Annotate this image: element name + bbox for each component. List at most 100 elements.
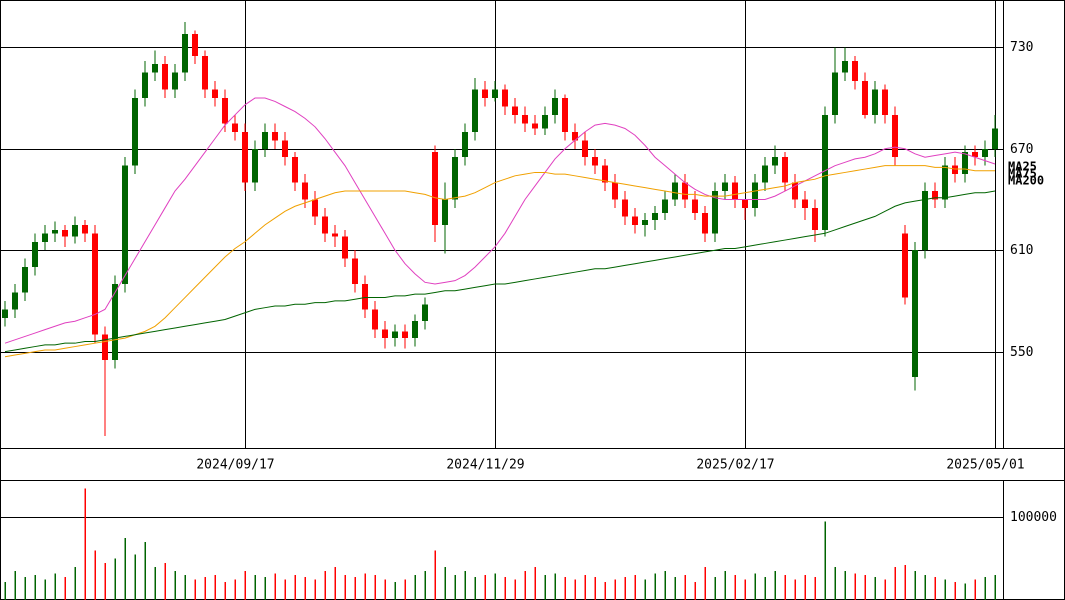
candle-body [222,98,228,124]
volume-bar [294,575,296,600]
volume-bar [484,575,486,600]
candle-body [462,131,468,158]
candle-body [702,213,708,234]
volume-bar [594,576,596,600]
candle-body [872,89,878,115]
candle-body [322,216,328,234]
y-tick-label: 670 [1010,142,1033,157]
candle-body [662,199,668,214]
volume-bar [974,579,976,600]
volume-bar [544,575,546,600]
candle-body [82,224,88,234]
volume-bar [444,566,446,600]
candle-body [492,89,498,99]
volume-bar [264,576,266,600]
volume-bar [984,576,986,600]
volume-bar [564,576,566,600]
volume-bar [804,575,806,600]
candle-body [162,64,168,90]
candle-body [942,165,948,200]
candle-body [402,331,408,339]
volume-bar [164,562,166,600]
volume-bar [524,571,526,600]
volume-bar [994,575,996,600]
volume-bar [754,573,756,600]
volume-bar [624,576,626,600]
volume-bar [324,571,326,600]
candle-body [262,131,268,149]
candle-body [232,123,238,132]
candle-body [532,123,538,129]
candle-body [142,72,148,99]
volume-bar [234,579,236,600]
candle-body [32,241,38,268]
volume-bar [854,573,856,600]
volume-bar [504,576,506,600]
volume-bar [54,573,56,600]
volume-bar [534,566,536,600]
volume-bar [414,575,416,600]
volume-bar [454,575,456,600]
volume-bar [344,575,346,600]
candle-body [412,321,418,339]
volume-bar [644,579,646,600]
candle-body [862,81,868,115]
volume-bar [424,571,426,600]
candle-body [362,284,368,310]
volume-bar [44,579,46,600]
candle-body [202,55,208,90]
candle-body [122,165,128,285]
volume-bar [114,558,116,600]
volume-bar [864,575,866,600]
candle-body [42,233,48,242]
volume-bar [334,566,336,600]
candle-body [512,106,518,115]
volume-bar [94,550,96,600]
volume-bar [744,579,746,600]
volume-bar [274,573,276,600]
candle-body [842,60,848,73]
candle-body [432,152,438,225]
volume-bar [894,566,896,600]
volume-bar [914,571,916,600]
volume-bar [584,575,586,600]
candle-body [582,140,588,158]
candle-body [962,152,968,175]
volume-bar [734,575,736,600]
candle-body [992,128,998,149]
y-tick-label: 100000 [1010,510,1057,525]
candle-body [772,157,778,166]
volume-bar [934,576,936,600]
volume-bar [614,579,616,600]
candle-body [72,224,78,237]
volume-bar [604,581,606,600]
candle-body [132,98,138,166]
candle-body [802,199,808,208]
candle-body [422,304,428,322]
candle-body [752,182,758,208]
candle-body [522,114,528,124]
volume-bar [784,575,786,600]
candle-body [52,229,58,234]
legend-entry: MA75 [1008,167,1037,181]
candle-body [622,199,628,217]
volume-bar [434,550,436,600]
candle-body [302,182,308,200]
candle-body [852,60,858,82]
moving-average-line [4,165,995,358]
volume-bar [134,554,136,600]
volume-bar [634,575,636,600]
candle-body [682,182,688,200]
volume-bar [24,576,26,600]
volume-bar [14,571,16,600]
volume-bar [474,576,476,600]
candle-body [92,233,98,335]
volume-bar [694,581,696,600]
candle-body [652,213,658,220]
volume-bar [154,566,156,600]
candle-body [62,229,68,237]
moving-average-line [4,97,996,344]
candle-body [22,267,28,293]
candle-body [782,157,788,183]
